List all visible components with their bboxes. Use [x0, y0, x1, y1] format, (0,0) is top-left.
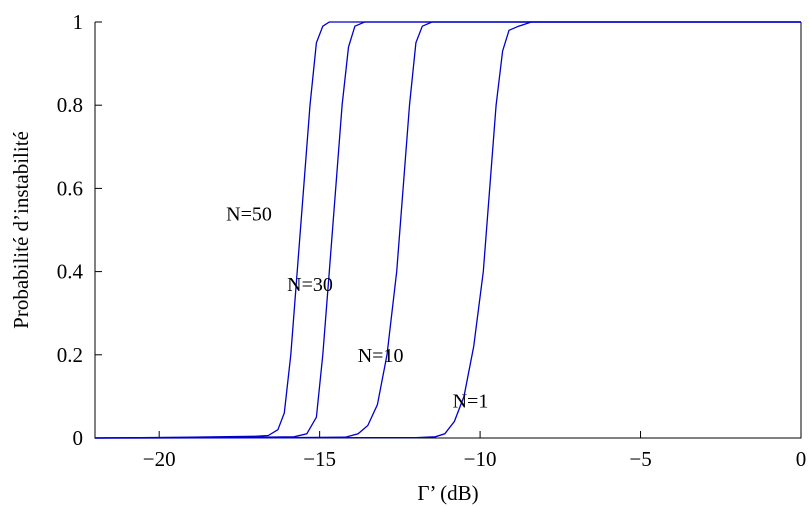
y-axis-label: Probabilité d’instabilité: [9, 131, 33, 329]
series-label: N=1: [453, 391, 489, 413]
series-line-n-50: [94, 21, 801, 439]
y-axis-ticks: 0 0.2 0.4 0.6 0.8 1: [57, 10, 102, 450]
axis-box: [94, 22, 802, 439]
x-axis-label: Γ’ (dB): [417, 481, 478, 505]
x-tick-label: 0: [796, 447, 807, 471]
series-line-n-10: [94, 21, 801, 439]
series-line-n-30: [94, 21, 801, 439]
x-tick-label: −5: [629, 447, 651, 471]
y-tick-label: 0.6: [57, 176, 83, 200]
x-tick-label: −15: [303, 447, 336, 471]
series-label: N=30: [287, 274, 333, 296]
series-layer: [94, 21, 801, 439]
y-tick-label: 0.8: [57, 93, 83, 117]
y-tick-label: 0.2: [57, 343, 83, 367]
y-tick-label: 1: [73, 10, 84, 34]
y-tick-label: 0.4: [57, 260, 84, 284]
series-line-n-1: [94, 21, 801, 439]
plot-area: [94, 22, 802, 439]
annotation-layer: N=50 N=30 N=10 N=1: [226, 203, 488, 412]
series-label: N=10: [358, 345, 404, 367]
x-tick-label: −20: [143, 447, 176, 471]
series-label: N=50: [226, 203, 272, 225]
x-tick-label: −10: [464, 447, 497, 471]
x-axis-ticks: −20 −15 −10 −5 0: [143, 431, 806, 471]
y-tick-label: 0: [73, 426, 84, 450]
